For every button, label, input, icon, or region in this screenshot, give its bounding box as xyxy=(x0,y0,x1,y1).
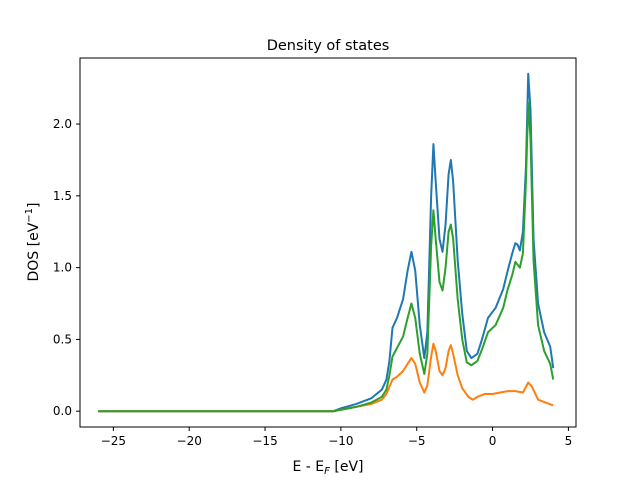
x-tick-label: −15 xyxy=(252,434,277,448)
y-tick-label: 1.5 xyxy=(53,189,72,203)
y-tick-label: 0.5 xyxy=(53,332,72,346)
x-tick-label: −25 xyxy=(101,434,126,448)
x-tick-label: 0 xyxy=(489,434,497,448)
x-tick-label: −20 xyxy=(177,434,202,448)
x-axis-ticks: −25 −20 −15 −10 −5 0 5 xyxy=(101,427,573,448)
series-line-orange xyxy=(98,342,554,413)
y-axis-ticks: 0.0 0.5 1.0 1.5 2.0 xyxy=(53,117,80,418)
y-tick-label: 2.0 xyxy=(53,117,72,131)
series-line-green xyxy=(98,101,555,413)
y-tick-label: 0.0 xyxy=(53,404,72,418)
chart-title: Density of states xyxy=(267,38,390,54)
y-tick-label: 1.0 xyxy=(53,261,72,275)
x-tick-label: −10 xyxy=(328,434,353,448)
series-layer xyxy=(98,72,555,413)
x-tick-label: 5 xyxy=(565,434,573,448)
x-tick-label: −5 xyxy=(408,434,426,448)
x-axis-label: E - EF [eV] xyxy=(293,459,364,477)
y-axis-label: DOS [eV−1] xyxy=(24,202,42,281)
plot-area-frame xyxy=(79,57,577,428)
